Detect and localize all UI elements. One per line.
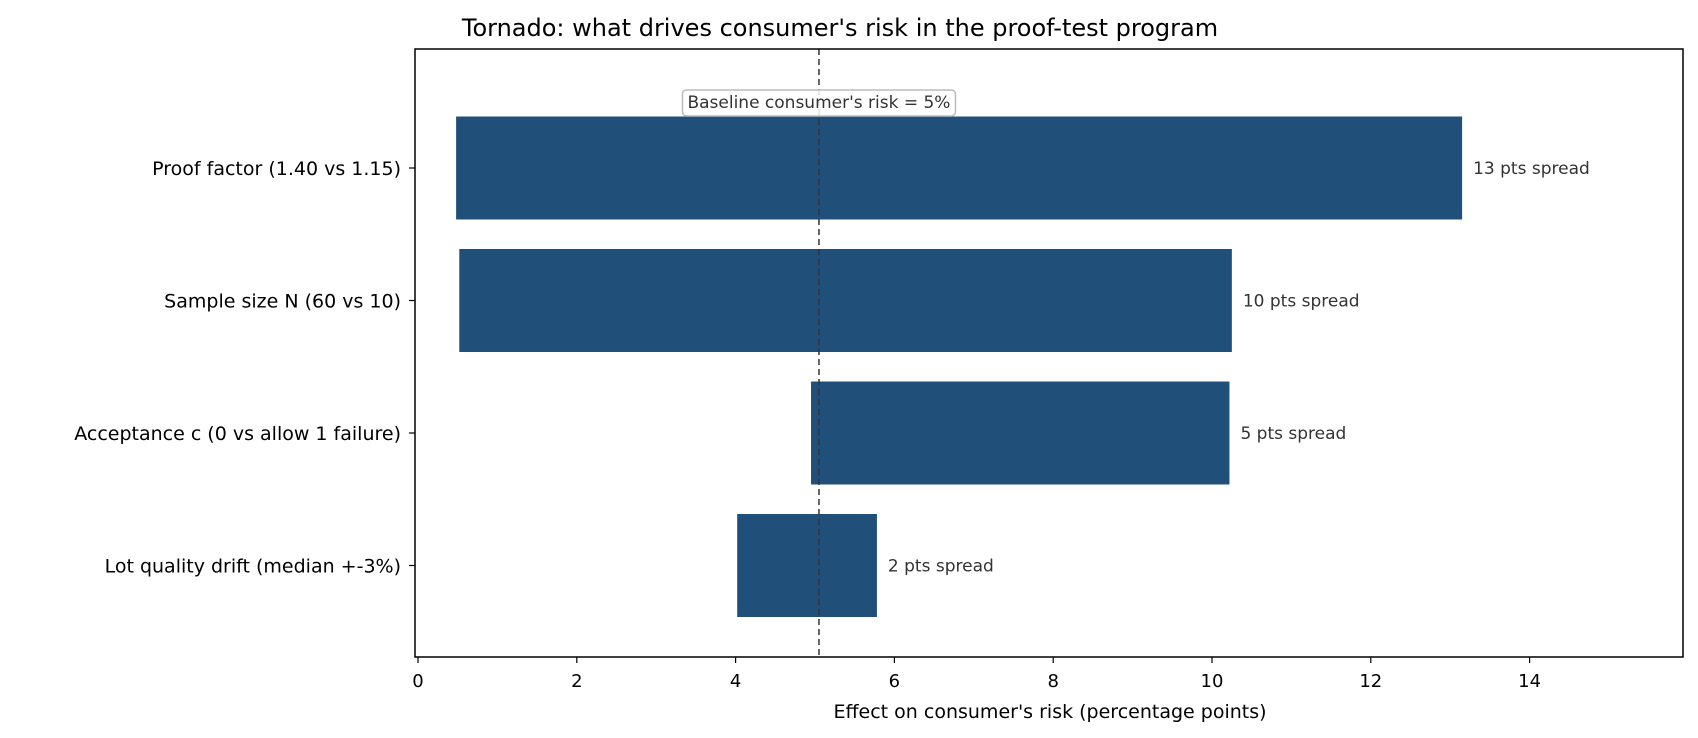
bars-layer: 13 pts spread 10 pts spread 5 pts spread 2 … — [456, 116, 1590, 617]
x-tick-label: 8 — [1047, 671, 1058, 692]
bar-3 — [811, 381, 1230, 485]
x-tick-label: 4 — [730, 671, 741, 692]
y-tick-label: Lot quality drift (median +-3%) — [105, 556, 401, 578]
x-axis-label: Effect on consumer's risk (percentage po… — [833, 701, 1266, 723]
x-tick-label: 0 — [412, 671, 423, 692]
x-tick-label: 12 — [1359, 671, 1382, 692]
plot-frame — [414, 48, 1684, 658]
x-tick-label: 2 — [571, 671, 582, 692]
chart-title: Tornado: what drives consumer's risk in … — [461, 14, 1218, 42]
y-tick-label: Sample size N (60 vs 10) — [164, 291, 401, 313]
y-tick-label: Proof factor (1.40 vs 1.15) — [152, 158, 401, 180]
baseline-layer: Baseline consumer's risk = 5% — [681, 49, 957, 657]
x-tick-label: 10 — [1201, 671, 1224, 692]
baseline-annotation-box — [681, 89, 957, 117]
bar-1 — [456, 116, 1463, 220]
x-tick-label: 14 — [1518, 671, 1541, 692]
bar-2 — [459, 249, 1232, 352]
x-axis: 0 2 4 6 8 10 12 14 — [412, 657, 1541, 692]
bar-value-label: 2 pts spread — [888, 557, 994, 577]
bar-value-label: 5 pts spread — [1240, 424, 1346, 444]
baseline-annotation: Baseline consumer's risk = 5% — [687, 93, 950, 113]
y-axis: Proof factor (1.40 vs 1.15) Sample size N… — [74, 158, 415, 578]
y-tick-label: Acceptance c (0 vs allow 1 failure) — [74, 423, 401, 445]
bar-value-label: 10 pts spread — [1243, 292, 1360, 312]
bar-4 — [737, 514, 877, 617]
x-tick-label: 6 — [889, 671, 900, 692]
bar-value-label: 13 pts spread — [1473, 159, 1590, 179]
